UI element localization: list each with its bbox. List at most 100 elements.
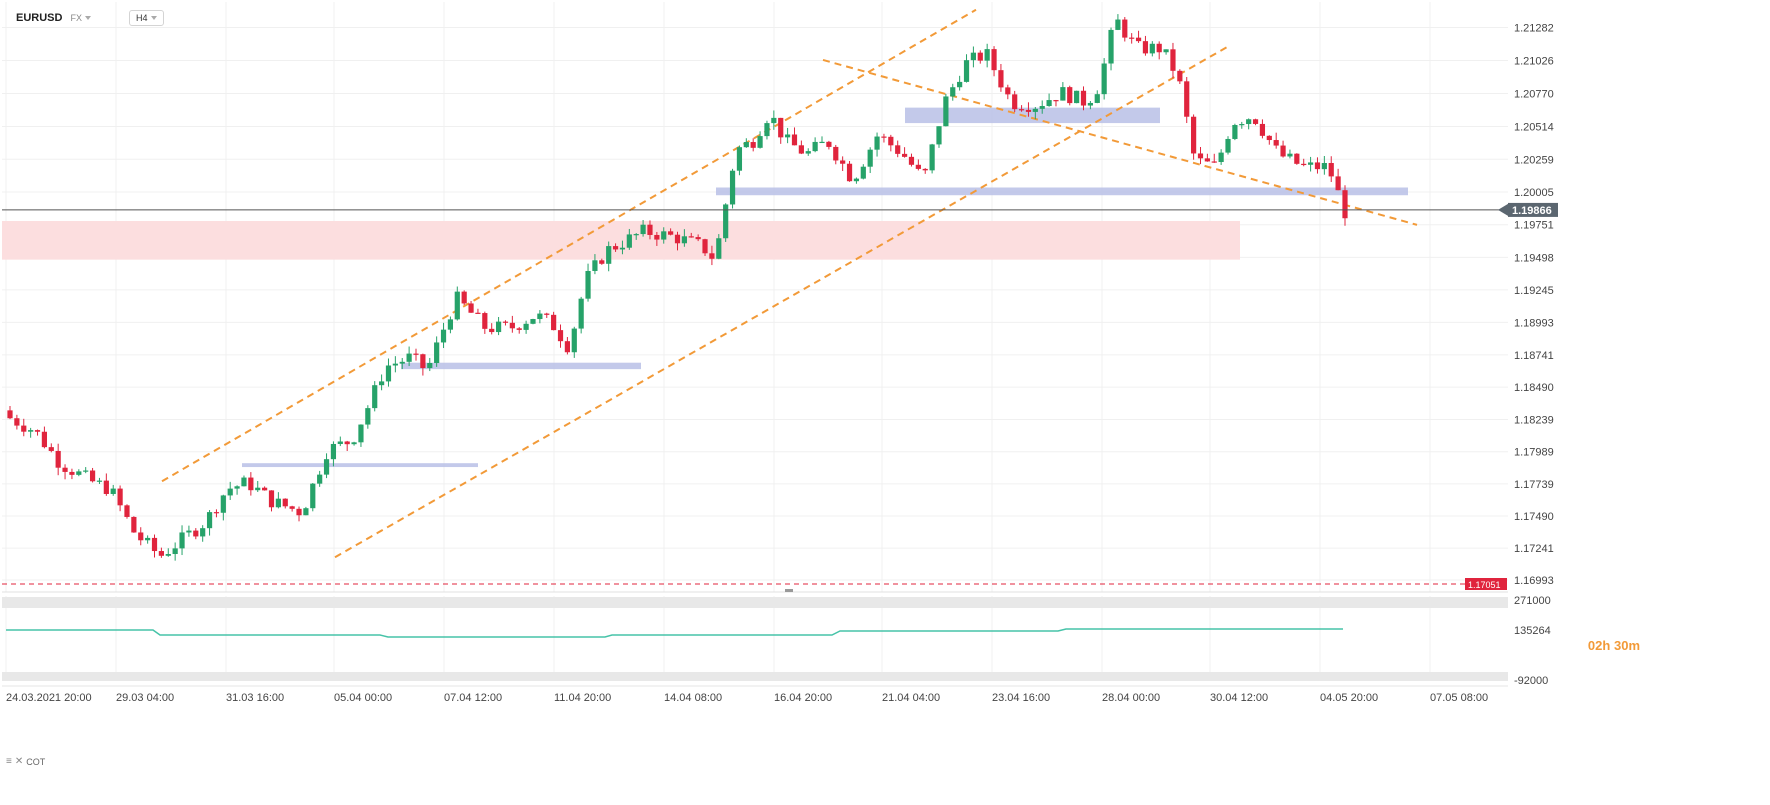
candle-body bbox=[83, 470, 89, 472]
candle-body bbox=[530, 319, 536, 324]
candle-body bbox=[571, 328, 577, 353]
candle-body bbox=[461, 291, 467, 304]
candle-body bbox=[943, 96, 949, 127]
candle-body bbox=[1025, 109, 1032, 112]
candle-body bbox=[213, 512, 220, 514]
candle bbox=[1307, 156, 1314, 172]
candle-body bbox=[1094, 94, 1100, 103]
candle-body bbox=[145, 537, 151, 541]
candle-body bbox=[234, 486, 240, 489]
candle bbox=[241, 475, 247, 487]
settings-icon[interactable]: ≡ bbox=[6, 756, 12, 767]
candle-body bbox=[523, 323, 529, 330]
candle bbox=[908, 153, 915, 167]
candle-body bbox=[296, 508, 302, 516]
timeframe-selector[interactable]: H4 bbox=[128, 10, 165, 26]
candle bbox=[482, 311, 488, 334]
candle bbox=[392, 356, 398, 373]
candle-body bbox=[41, 431, 48, 448]
x-tick-label: 30.04 12:00 bbox=[1210, 692, 1268, 704]
candle bbox=[1321, 155, 1327, 175]
candle bbox=[454, 286, 460, 321]
candle bbox=[963, 54, 970, 83]
candle bbox=[991, 46, 997, 77]
candle bbox=[440, 322, 447, 349]
zones bbox=[2, 107, 1408, 468]
candle-body bbox=[1115, 19, 1121, 30]
y-tick-label: 1.20770 bbox=[1514, 88, 1554, 100]
support-zone bbox=[716, 187, 1408, 196]
close-icon[interactable]: ✕ bbox=[14, 756, 24, 767]
candle bbox=[365, 405, 371, 429]
candle bbox=[262, 486, 268, 491]
candle bbox=[606, 241, 612, 272]
candle bbox=[929, 143, 935, 174]
candle bbox=[447, 316, 454, 334]
candle-body bbox=[255, 487, 261, 491]
candle-body bbox=[1053, 100, 1059, 102]
y-tick-label: 1.18741 bbox=[1514, 350, 1554, 362]
candle bbox=[654, 231, 660, 246]
candle bbox=[413, 348, 419, 361]
y-tick-label: 1.17490 bbox=[1514, 511, 1554, 523]
candle bbox=[778, 117, 784, 144]
candle-body bbox=[626, 234, 632, 248]
candle-body bbox=[1005, 87, 1011, 95]
candle bbox=[1156, 41, 1162, 60]
symbol-label[interactable]: EURUSD bbox=[16, 12, 63, 24]
candle-body bbox=[888, 136, 894, 146]
candle-body bbox=[1280, 145, 1286, 157]
candle bbox=[83, 467, 89, 474]
candle-body bbox=[55, 450, 61, 468]
candle bbox=[805, 148, 811, 156]
candle-body bbox=[970, 52, 977, 61]
candle-body bbox=[200, 528, 206, 537]
candle-body bbox=[310, 483, 316, 509]
candle-body bbox=[1232, 124, 1238, 139]
candle-body bbox=[984, 49, 990, 61]
candle bbox=[709, 245, 715, 266]
candle-body bbox=[509, 322, 515, 329]
market-selector[interactable]: FX bbox=[70, 13, 91, 23]
candle-body bbox=[1046, 100, 1052, 107]
indicator-label[interactable]: ≡ ✕ COT bbox=[6, 756, 45, 767]
candle-body bbox=[495, 321, 502, 333]
candle bbox=[1163, 49, 1169, 55]
candle bbox=[1108, 27, 1114, 71]
candle bbox=[1087, 100, 1093, 110]
candle bbox=[1046, 93, 1052, 107]
candle-body bbox=[1225, 138, 1231, 153]
candle bbox=[578, 296, 584, 334]
candle bbox=[234, 485, 240, 495]
candle-body bbox=[1239, 124, 1245, 126]
candle bbox=[537, 310, 543, 324]
candle bbox=[495, 316, 502, 336]
y-tick-label: 1.18490 bbox=[1514, 382, 1554, 394]
candle bbox=[950, 83, 956, 101]
y-tick-label: 1.21282 bbox=[1514, 23, 1554, 35]
candle bbox=[248, 472, 254, 496]
candle bbox=[1067, 85, 1073, 106]
candle bbox=[89, 467, 96, 483]
candle-body bbox=[454, 291, 460, 320]
candle bbox=[76, 469, 82, 477]
candle bbox=[523, 320, 529, 334]
candle bbox=[420, 353, 426, 376]
candle bbox=[206, 510, 213, 536]
candle-body bbox=[344, 441, 350, 445]
candle bbox=[1170, 42, 1176, 79]
candle-body bbox=[62, 467, 68, 472]
candle-body bbox=[1266, 135, 1272, 141]
y-tick-label: 1.20514 bbox=[1514, 121, 1554, 133]
candle bbox=[255, 480, 261, 492]
candle-body bbox=[688, 236, 694, 238]
candle bbox=[743, 138, 749, 148]
candle-body bbox=[1342, 190, 1348, 219]
candle-body bbox=[1204, 158, 1210, 162]
candle bbox=[853, 177, 860, 184]
candle bbox=[14, 414, 20, 430]
candle-body bbox=[702, 239, 708, 254]
candle bbox=[1122, 17, 1128, 42]
candle bbox=[502, 320, 509, 326]
